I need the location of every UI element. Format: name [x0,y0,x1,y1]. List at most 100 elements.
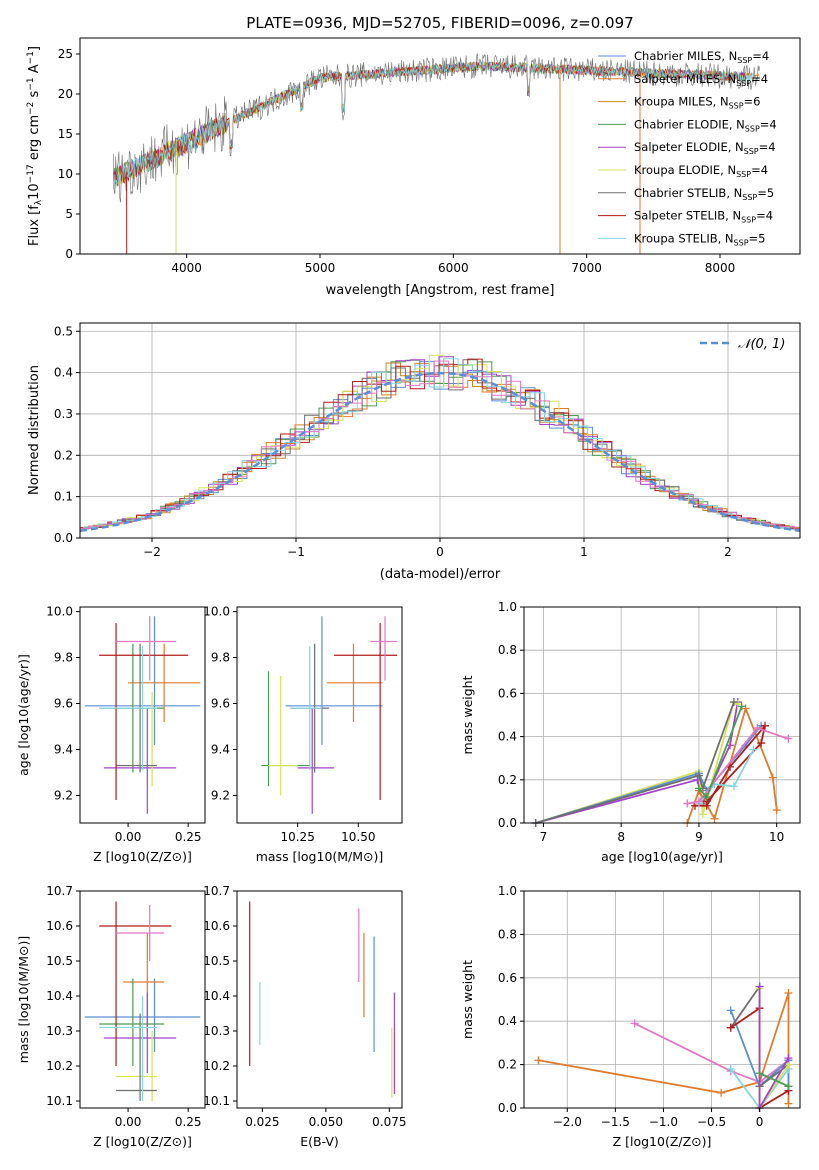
weight-marker [784,1099,793,1108]
weight-marker [726,1064,735,1073]
ytick-label: 10.3 [203,1024,230,1038]
legend-entry: Kroupa MILES, NSSP=6 [634,95,760,111]
spectrum-xtick-label: 8000 [705,261,736,275]
ytick-label: 0.8 [498,927,517,941]
ytick-label: 0.6 [498,686,517,700]
ytick-label: 1.0 [498,600,517,614]
histogram-ytick-label: 0.2 [54,448,73,462]
mass-vs-Z-plot-area [84,901,201,1101]
spectrum-ylabel: Flux [fλ10−17 erg cm−2 s−1 A−1] [26,46,44,246]
spectrum-legend: Chabrier MILES, NSSP=4 Salpeter MILES, NS… [598,49,777,247]
ytick-label: 9.4 [54,742,73,756]
ytick-label: 9.4 [211,742,230,756]
histogram-legend: 𝒩(0, 1) [700,337,785,352]
weight-marker [698,810,707,819]
massweight-vs-age-ylabel: mass weight [460,675,475,754]
xtick-label: 0.025 [245,1115,279,1129]
weight-marker [729,698,738,707]
spectrum-ylabel-part: A [27,64,42,77]
histogram-step [80,359,800,530]
ytick-label: 0.4 [498,1014,517,1028]
weight-marker [761,721,770,730]
spectrum-ylabel-part: −1 [26,77,36,90]
spectrum-line [113,53,760,203]
ytick-label: 9.6 [211,697,230,711]
xtick-label: 0 [756,1115,764,1129]
ytick-label: 10.4 [46,989,73,1003]
histogram-xtick-label: −1 [287,545,305,559]
spectrum-plot-area [113,53,760,254]
mass-vs-EBV-panel: 0.025 0.050 0.075 10.1 10.2 10.3 10.4 10.5 10.6 1… [203,884,406,1149]
weight-marker [784,1082,793,1091]
weight-marker [729,782,738,791]
xtick-label: 10 [769,830,784,844]
histogram-ytick-label: 0.4 [54,366,73,380]
ytick-label: 0.6 [498,971,517,985]
ytick-label: 10.3 [46,1024,73,1038]
weight-line [729,1010,790,1091]
weight-marker [755,1069,764,1078]
ytick-label: 0.0 [498,1101,517,1115]
xtick-label: 0.25 [175,830,202,844]
weight-marker [757,739,766,748]
mass-vs-Z-panel: 0.00 0.25 10.1 10.2 10.3 10.4 10.5 10.6 10.7 Z [l… [16,884,206,1149]
histogram-ytick-label: 0.0 [54,531,73,545]
weight-marker [737,702,746,711]
histogram-xtick-label: 2 [724,545,732,559]
ytick-label: 9.8 [211,651,230,665]
spectrum-ylabel-part: erg cm [27,115,42,164]
histogram-step [80,360,800,531]
weight-marker [694,771,703,780]
spectrum-line [113,60,754,189]
ytick-label: 0.2 [498,773,517,787]
weight-line [535,701,735,824]
massweight-vs-age-panel: 7 8 9 10 0.0 0.2 0.4 0.6 0.8 1.0 age [log10(age/yr… [460,600,801,864]
ytick-label: 0.0 [498,816,517,830]
mass-vs-Z-xlabel: Z [log10(Z/Z⊙)] [93,1134,192,1149]
massweight-vs-age-plot-area [531,698,793,827]
weight-marker [768,773,777,782]
spectrum-ylabel-part: −2 [26,102,36,115]
xtick-label: −0.5 [697,1115,726,1129]
xtick-label: −2.0 [553,1115,582,1129]
weight-marker [694,784,703,793]
age-vs-Z-plot-area [84,616,201,814]
spectrum-xtick-label: 4000 [171,261,202,275]
spectrum-ticks: 4000 5000 6000 7000 8000 0 5 10 15 20 25 [58,47,736,275]
weight-marker [749,745,758,754]
spectrum-ytick-label: 0 [65,247,73,261]
weight-marker [717,1088,726,1097]
spectrum-ylabel-part: −1 [26,51,36,64]
spectrum-ylabel-part: λ [34,199,44,205]
ytick-label: 10.2 [46,1059,73,1073]
age-vs-mass-axes-frame [236,606,403,824]
ytick-label: 9.2 [54,788,73,802]
spectrum-ytick-label: 5 [65,207,73,221]
normal-curve [79,371,801,533]
ytick-label: 10.6 [203,919,230,933]
legend-entry: Chabrier ELODIE, NSSP=4 [634,117,777,133]
legend-entry: Kroupa ELODIE, NSSP=4 [634,163,768,179]
spectrum-xlabel: wavelength [Angstrom, rest frame] [326,283,555,298]
weight-marker [784,1054,793,1063]
histogram-step [80,360,800,530]
xtick-label: −1.0 [649,1115,678,1129]
histogram-xtick-label: 0 [436,545,444,559]
ytick-label: 10.6 [46,919,73,933]
histogram-xtick-label: −2 [143,545,161,559]
figure-title: PLATE=0936, MJD=52705, FIBERID=0096, z=0… [246,14,633,32]
ytick-label: 10.4 [203,989,230,1003]
legend-entry: Chabrier STELIB, NSSP=5 [634,186,774,202]
age-vs-mass-xlabel: mass [log10(M/M⊙)] [256,849,384,864]
mass-vs-EBV-axes-frame [236,890,403,1109]
mass-vs-EBV-xlabel: E(B-V) [300,1134,339,1149]
ytick-label: 10.7 [203,884,230,898]
legend-entry: Salpeter STELIB, NSSP=4 [634,209,773,225]
ytick-label: 10.1 [203,1094,230,1108]
xtick-label: 0.25 [175,1115,202,1129]
spectrum-ytick-label: 20 [58,87,73,101]
spectrum-ylabel-part: s [27,90,42,101]
xtick-label: 8 [617,830,625,844]
weight-marker [726,1006,735,1015]
